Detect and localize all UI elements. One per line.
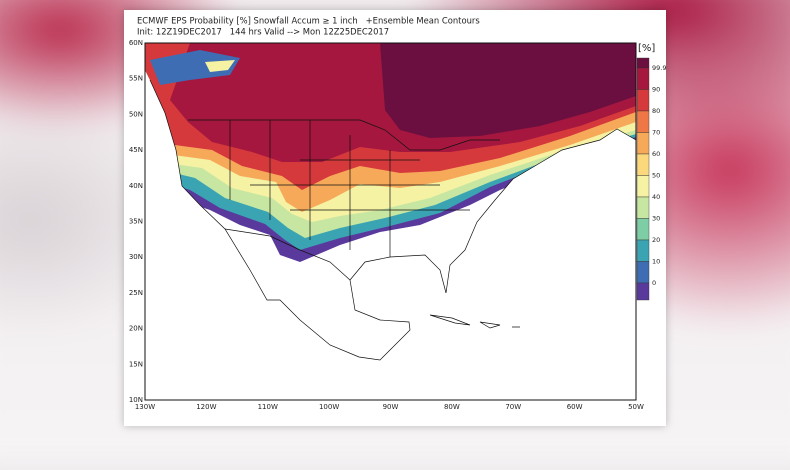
boundaries (149, 79, 637, 361)
colorbar-label: 99.9 (652, 64, 666, 72)
colorbar-label: 30 (652, 215, 660, 223)
colorbar-unit: [%] (638, 43, 655, 54)
latitude-label: 35N (129, 218, 143, 226)
colorbar-segment (636, 67, 650, 90)
colorbar-segment (636, 261, 650, 284)
latitude-label: 50N (129, 110, 143, 118)
latitude-label: 30N (129, 253, 143, 261)
colorbar-label: 50 (652, 172, 660, 180)
state-lines (229, 120, 470, 257)
longitude-label: 90W (383, 403, 399, 411)
field-yellow-patch (205, 60, 235, 72)
snow-probability-field (145, 43, 636, 262)
latitude-label: 15N (129, 360, 143, 368)
map-frame (144, 42, 637, 401)
colorbar-label: 20 (652, 236, 660, 244)
us-mexico-border (224, 228, 351, 281)
colorbar-segment (636, 57, 650, 69)
colorbar-label: 80 (652, 107, 660, 115)
colorbar-segment (636, 132, 650, 155)
colorbar-segment (636, 175, 650, 198)
map-title: ECMWF EPS Probability [%] Snowfall Accum… (137, 16, 480, 26)
map-figure: ECMWF EPS Probability [%] Snowfall Accum… (129, 16, 667, 412)
colorbar-label: 70 (652, 129, 660, 137)
caribbean-islands (429, 314, 520, 329)
field-maroon (380, 43, 636, 138)
field-blue-patch (150, 50, 240, 85)
colorbar-label: 60 (652, 150, 660, 158)
longitude-label: 80W (444, 403, 460, 411)
longitude-label: 50W (628, 403, 644, 411)
map-subtitle: Init: 12Z19DEC2017 144 hrs Valid --> Mon… (137, 27, 389, 37)
colorbar-label: 90 (652, 86, 660, 94)
longitude-label: 70W (505, 403, 521, 411)
latitude-label: 20N (129, 325, 143, 333)
longitude-label: 120W (196, 403, 216, 411)
colorbar-segment (636, 218, 650, 241)
latitude-label: 25N (129, 289, 143, 297)
latitude-label: 40N (129, 182, 143, 190)
latitude-label: 10N (129, 396, 143, 404)
longitude-label: 100W (319, 403, 339, 411)
colorbar-segment (636, 282, 650, 301)
colorbar-segment (636, 110, 650, 133)
longitude-label: 110W (258, 403, 278, 411)
latitude-label: 45N (129, 146, 143, 154)
colorbar-segment (636, 89, 650, 112)
latitude-label: 55N (129, 75, 143, 83)
latitude-label: 60N (129, 39, 143, 47)
colorbar-segment (636, 239, 650, 262)
us-canada-border (188, 119, 500, 151)
coastline (149, 79, 637, 361)
colorbar-segment (636, 196, 650, 219)
longitude-label: 130W (135, 403, 155, 411)
longitude-label: 60W (567, 403, 583, 411)
colorbar-label: 0 (652, 279, 656, 287)
colorbar-segment (636, 153, 650, 176)
colorbar-label: 10 (652, 258, 660, 266)
colorbar-label: 40 (652, 193, 660, 201)
